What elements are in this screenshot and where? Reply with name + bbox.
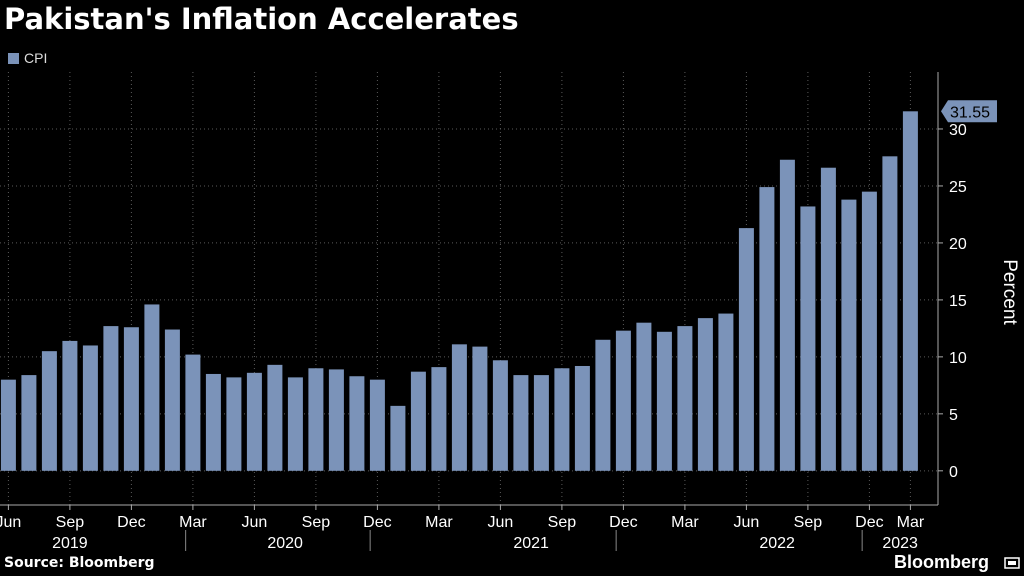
x-tick-label: Mar	[425, 514, 453, 531]
x-year-label: 2022	[759, 535, 795, 552]
bar	[759, 187, 775, 471]
last-value-tag	[941, 100, 997, 123]
bar	[677, 326, 693, 471]
bar	[308, 368, 324, 471]
x-year-label: 2023	[882, 535, 918, 552]
bar	[123, 327, 139, 471]
last-value-label: 31.55	[950, 104, 990, 121]
bar	[697, 318, 713, 471]
x-tick-label: Dec	[609, 514, 637, 531]
x-tick-label: Sep	[302, 514, 331, 531]
bar	[636, 322, 652, 471]
bar	[328, 369, 344, 471]
bar	[349, 376, 365, 471]
x-tick-label: Jun	[488, 514, 514, 531]
y-tick-label: 25	[949, 179, 967, 196]
bar	[103, 326, 119, 471]
x-tick-label: Sep	[56, 514, 85, 531]
x-tick-label: Jun	[0, 514, 21, 531]
bar	[0, 379, 16, 471]
bar	[615, 330, 631, 471]
bar	[779, 159, 795, 471]
bar	[62, 340, 78, 471]
bar	[185, 354, 201, 471]
x-tick-label: Mar	[179, 514, 207, 531]
bar	[21, 375, 37, 471]
x-tick-label: Dec	[117, 514, 145, 531]
x-tick-label: Mar	[897, 514, 925, 531]
bar	[738, 228, 754, 471]
x-tick-label: Jun	[734, 514, 760, 531]
x-tick-label: Dec	[363, 514, 391, 531]
legend-swatch	[8, 52, 19, 64]
bloomberg-terminal-icon	[1004, 557, 1020, 569]
source-note: Source: Bloomberg	[4, 555, 155, 571]
x-year-label: 2021	[513, 535, 549, 552]
x-tick-label: Sep	[548, 514, 577, 531]
bar	[533, 375, 549, 471]
x-tick-label: Dec	[855, 514, 883, 531]
bar	[472, 346, 488, 471]
bar	[554, 368, 570, 471]
y-tick-label: 30	[949, 122, 967, 139]
bar	[656, 331, 672, 471]
x-tick-label: Jun	[242, 514, 268, 531]
bar	[492, 360, 508, 471]
bar	[82, 345, 98, 471]
bar	[882, 156, 898, 471]
bar	[451, 344, 467, 471]
bar	[246, 372, 262, 471]
x-year-label: 2020	[267, 535, 303, 552]
bar	[902, 111, 918, 471]
x-tick-label: Sep	[794, 514, 823, 531]
chart-title: Pakistan's Inflation Accelerates	[4, 2, 519, 36]
x-tick-label: Mar	[671, 514, 699, 531]
bar	[369, 379, 385, 471]
bar	[410, 371, 426, 471]
y-tick-label: 5	[949, 407, 958, 424]
bar	[144, 304, 160, 471]
bar	[267, 364, 283, 471]
bar	[205, 373, 221, 471]
bar	[800, 206, 816, 471]
bar	[164, 329, 180, 471]
y-tick-label: 0	[949, 464, 958, 481]
y-tick-label: 20	[949, 236, 967, 253]
y-axis-title: Percent	[999, 259, 1020, 325]
y-tick-label: 10	[949, 350, 967, 367]
bar	[41, 351, 57, 471]
bar	[820, 167, 836, 471]
legend-label-cpi: CPI	[24, 50, 48, 66]
bar	[287, 377, 303, 471]
bar	[574, 365, 590, 471]
x-year-label: 2019	[52, 535, 88, 552]
bloomberg-logo: Bloomberg	[894, 552, 990, 572]
bar	[841, 199, 857, 471]
bar	[595, 339, 611, 471]
bar	[861, 191, 877, 471]
bar	[226, 377, 242, 471]
bar	[718, 313, 734, 471]
y-tick-label: 15	[949, 293, 967, 310]
legend: CPI	[8, 50, 47, 66]
bar	[390, 405, 406, 471]
bar	[431, 367, 447, 471]
bar	[513, 375, 529, 471]
